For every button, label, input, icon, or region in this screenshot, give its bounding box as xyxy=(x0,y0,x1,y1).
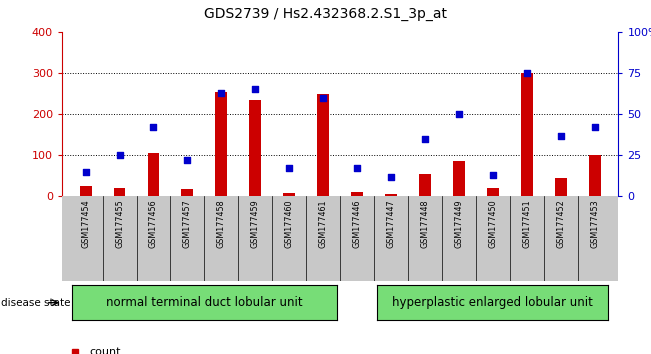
Bar xyxy=(521,73,533,196)
Point xyxy=(488,172,498,178)
Bar xyxy=(589,155,601,196)
Point xyxy=(250,87,260,92)
Point xyxy=(182,158,193,163)
Text: GSM177450: GSM177450 xyxy=(488,199,497,248)
Text: GSM177447: GSM177447 xyxy=(387,199,396,248)
Point xyxy=(454,111,464,117)
Point xyxy=(521,70,532,76)
Point xyxy=(555,133,566,138)
Bar xyxy=(215,92,227,196)
Text: GSM177452: GSM177452 xyxy=(556,199,565,248)
Point xyxy=(80,169,90,175)
Text: count: count xyxy=(89,347,120,354)
Point xyxy=(148,125,159,130)
Point xyxy=(590,125,600,130)
Text: GSM177448: GSM177448 xyxy=(421,199,430,247)
Point xyxy=(284,166,294,171)
Text: GSM177459: GSM177459 xyxy=(251,199,260,248)
Text: GSM177451: GSM177451 xyxy=(522,199,531,248)
Text: normal terminal duct lobular unit: normal terminal duct lobular unit xyxy=(106,296,303,309)
Bar xyxy=(182,189,193,196)
Point xyxy=(352,166,363,171)
Point xyxy=(115,153,125,158)
Text: hyperplastic enlarged lobular unit: hyperplastic enlarged lobular unit xyxy=(393,296,593,309)
Bar xyxy=(351,192,363,196)
Text: GSM177454: GSM177454 xyxy=(81,199,90,248)
Bar xyxy=(148,153,159,196)
Text: GSM177449: GSM177449 xyxy=(454,199,464,248)
Text: GSM177446: GSM177446 xyxy=(353,199,361,247)
Point xyxy=(318,95,328,101)
Text: GSM177460: GSM177460 xyxy=(284,199,294,247)
Bar xyxy=(385,194,397,196)
Bar xyxy=(555,178,566,196)
Bar xyxy=(317,95,329,196)
Bar xyxy=(419,174,431,196)
Text: GSM177458: GSM177458 xyxy=(217,199,226,248)
Text: disease state: disease state xyxy=(1,298,71,308)
Point xyxy=(420,136,430,142)
Text: GSM177455: GSM177455 xyxy=(115,199,124,248)
Text: GSM177456: GSM177456 xyxy=(149,199,158,248)
Text: GDS2739 / Hs2.432368.2.S1_3p_at: GDS2739 / Hs2.432368.2.S1_3p_at xyxy=(204,7,447,21)
Bar xyxy=(453,161,465,196)
Bar xyxy=(249,100,261,196)
Point xyxy=(216,90,227,96)
Bar xyxy=(79,186,92,196)
Text: GSM177453: GSM177453 xyxy=(590,199,599,248)
Point xyxy=(386,174,396,179)
Text: GSM177461: GSM177461 xyxy=(319,199,327,247)
Bar xyxy=(487,188,499,196)
Text: GSM177457: GSM177457 xyxy=(183,199,192,248)
Bar xyxy=(114,188,126,196)
Bar xyxy=(283,193,295,196)
